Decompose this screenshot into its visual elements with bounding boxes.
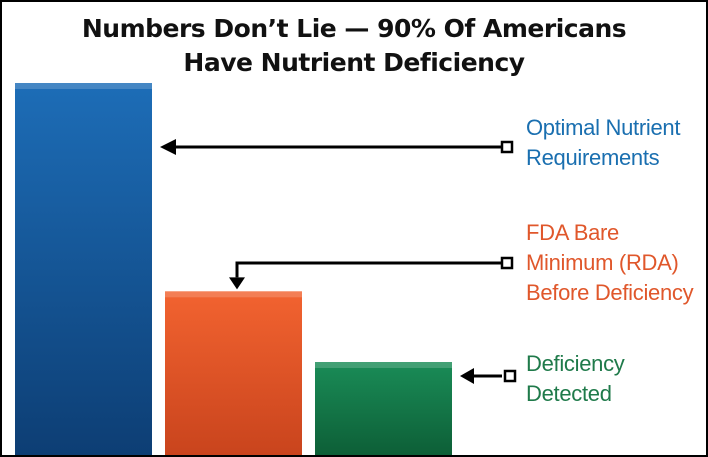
label-deficiency-line-2: Detected <box>526 381 612 406</box>
label-fda-line-1: FDA Bare <box>526 220 619 245</box>
label-fda-minimum: FDA Bare Minimum (RDA) Before Deficiency <box>526 218 694 308</box>
label-deficiency-detected: Deficiency Detected <box>526 349 625 409</box>
bars-group <box>15 83 452 455</box>
label-deficiency-line-1: Deficiency <box>526 351 625 376</box>
chart-title: Numbers Don’t Lie — 90% Of Americans Hav… <box>2 12 706 80</box>
bar-rda <box>165 291 302 455</box>
arrows-group <box>160 139 517 384</box>
arrow-rda-box <box>500 256 514 270</box>
arrow-rda-head <box>229 277 245 290</box>
bar-rda-highlight <box>165 291 302 298</box>
arrow-optimal-head <box>160 139 176 155</box>
bar-deficiency <box>315 362 452 455</box>
label-optimal-line-1: Optimal Nutrient <box>526 115 681 140</box>
chart-title-line-2: Have Nutrient Deficiency <box>183 48 525 77</box>
bar-optimal-highlight <box>15 83 152 89</box>
label-optimal-line-2: Requirements <box>526 145 660 170</box>
bar-optimal <box>15 83 152 455</box>
bar-deficiency-highlight <box>315 362 452 368</box>
chart-title-line-1: Numbers Don’t Lie — 90% Of Americans <box>81 14 627 43</box>
label-fda-line-2: Minimum (RDA) <box>526 250 679 275</box>
arrow-deficiency-head <box>460 368 474 384</box>
arrow-optimal-box <box>500 140 514 154</box>
label-optimal-nutrient: Optimal Nutrient Requirements <box>526 113 680 173</box>
arrow-deficiency-box <box>503 369 517 383</box>
label-fda-line-3: Before Deficiency <box>526 280 694 305</box>
